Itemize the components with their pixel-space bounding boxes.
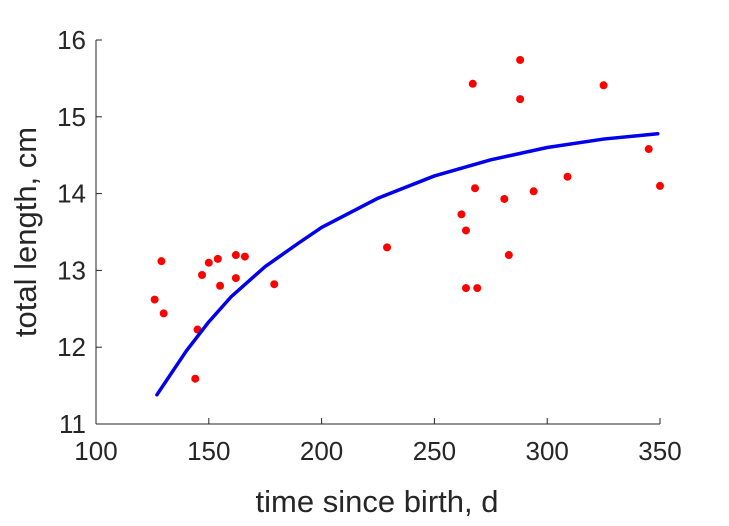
- data-point: [599, 81, 608, 90]
- x-axis-label: time since birth, d: [256, 484, 499, 519]
- data-point: [471, 184, 480, 193]
- data-point: [461, 226, 470, 235]
- data-point: [159, 309, 168, 318]
- data-point: [529, 187, 538, 196]
- y-tick-label: 16: [57, 25, 86, 55]
- data-point: [457, 210, 466, 219]
- y-tick-label: 11: [59, 409, 86, 439]
- x-tick-label: 300: [526, 436, 569, 466]
- x-tick-label: 100: [74, 436, 117, 466]
- data-point: [468, 79, 477, 88]
- data-point: [231, 274, 240, 283]
- y-tick-label: 13: [57, 255, 86, 285]
- data-point: [231, 251, 240, 260]
- data-point: [270, 280, 279, 289]
- data-point: [473, 284, 482, 293]
- x-tick-label: 350: [638, 436, 681, 466]
- y-tick-label: 15: [57, 102, 86, 132]
- data-point: [191, 374, 200, 383]
- data-point: [500, 194, 509, 203]
- data-point: [240, 252, 249, 261]
- data-point: [516, 95, 525, 104]
- y-tick-label: 14: [57, 179, 86, 209]
- data-point: [150, 295, 159, 304]
- data-point: [204, 258, 213, 267]
- fit-curve: [155, 131, 660, 397]
- y-tick-label: 12: [57, 332, 86, 362]
- x-tick-label: 250: [413, 436, 456, 466]
- data-point: [516, 55, 525, 64]
- data-point: [656, 181, 664, 190]
- data-point: [198, 271, 207, 280]
- x-tick-label: 200: [300, 436, 343, 466]
- data-point: [213, 254, 222, 263]
- data-point: [563, 172, 572, 181]
- x-tick-label: 150: [187, 436, 230, 466]
- data-point: [504, 251, 513, 260]
- data-point: [157, 257, 166, 266]
- plot-area: [150, 55, 664, 397]
- y-axis-label: total length, cm: [8, 127, 43, 337]
- data-point: [216, 281, 225, 290]
- data-point: [461, 284, 470, 293]
- axes: 100 150 200 250 300 350 11 12 13 14 15 16: [57, 25, 682, 466]
- data-point: [644, 145, 653, 154]
- data-point: [383, 243, 392, 252]
